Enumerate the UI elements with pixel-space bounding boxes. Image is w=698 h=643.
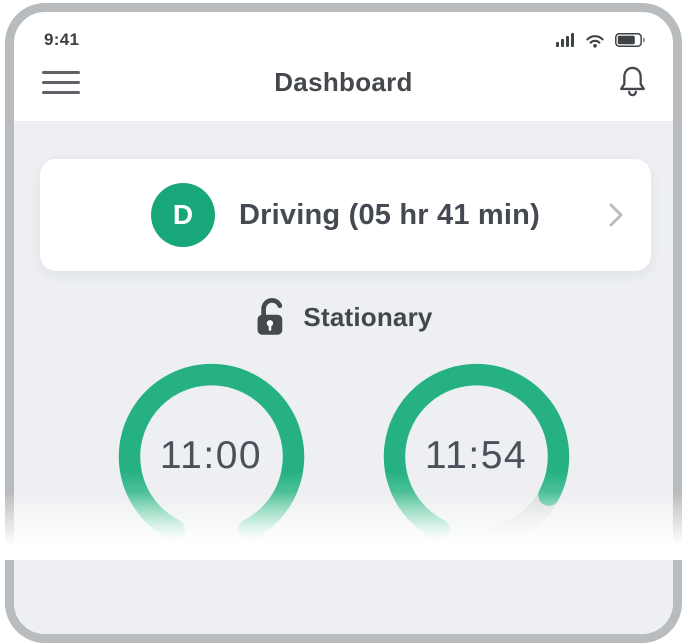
hos-gauges-row: 11:00 (14, 356, 673, 561)
page-title: Dashboard (274, 67, 413, 97)
chevron-right-icon[interactable] (607, 201, 625, 229)
vehicle-status-label: Stationary (303, 302, 433, 332)
battery-icon (615, 33, 646, 47)
hamburger-menu-icon[interactable] (42, 71, 80, 94)
status-time: 9:41 (44, 30, 80, 49)
hos-gauge-break[interactable]: 11:00 (109, 356, 314, 561)
dashboard-content: D Driving (05 hr 41 min) (14, 121, 673, 634)
vehicle-status-row: Stationary (14, 297, 673, 338)
bell-icon[interactable] (616, 64, 649, 101)
wifi-icon (585, 33, 605, 48)
cellular-signal-icon (556, 33, 575, 47)
app-screen: 9:41 (14, 12, 673, 634)
phone-frame: 9:41 (5, 3, 682, 643)
unlock-icon (254, 297, 290, 338)
gauge-ring (118, 364, 304, 541)
driving-status-label: Driving (05 hr 41 min) (239, 198, 540, 231)
app-header: Dashboard (14, 52, 673, 121)
driving-status-card[interactable]: D Driving (05 hr 41 min) (40, 159, 651, 271)
gauge-time: 11:00 (159, 434, 263, 477)
hos-gauge-drive[interactable]: 11:54 (374, 356, 579, 561)
gauge-time: 11:54 (424, 434, 528, 477)
status-bar: 9:41 (14, 12, 673, 52)
status-icons (556, 33, 646, 48)
duty-status-badge: D (151, 183, 216, 247)
